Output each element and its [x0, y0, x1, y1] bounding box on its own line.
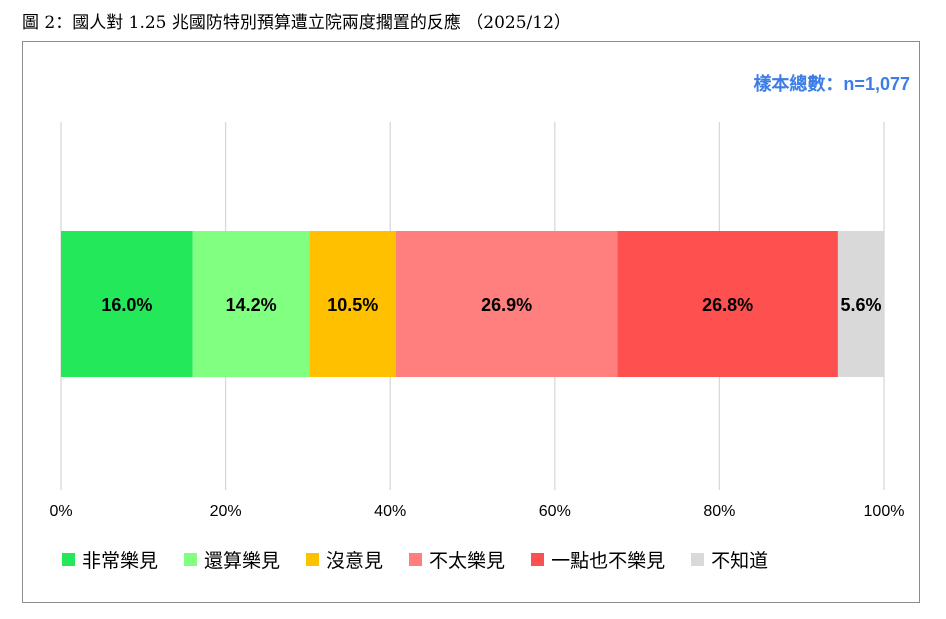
- x-tick-label: 20%: [210, 503, 242, 520]
- sample-size-label: 樣本總數：n=1,077: [753, 74, 910, 94]
- bar-data-label: 10.5%: [327, 295, 378, 315]
- legend-swatch: [531, 553, 545, 566]
- x-tick-label: 0%: [49, 503, 72, 520]
- legend-label: 不知道: [711, 550, 769, 572]
- legend-item: 不知道: [691, 546, 768, 573]
- x-tick-label: 100%: [864, 503, 905, 520]
- legend-item: 還算樂見: [184, 546, 280, 573]
- bar-data-label: 5.6%: [840, 295, 881, 315]
- bar-segment: [395, 231, 618, 377]
- legend-item: 沒意見: [306, 546, 383, 573]
- legend-swatch: [184, 553, 198, 566]
- legend-swatch: [306, 553, 320, 566]
- legend-swatch: [62, 553, 75, 566]
- x-tick-label: 60%: [539, 503, 571, 520]
- bar-data-label: 26.8%: [702, 295, 753, 315]
- legend-label: 不太樂見: [429, 550, 506, 572]
- bar-segment: [837, 231, 884, 377]
- legend-label: 還算樂見: [204, 550, 281, 572]
- legend-label: 非常樂見: [82, 550, 159, 572]
- legend-swatch: [409, 553, 423, 566]
- figure-caption: 圖 2：國人對 1.25 兆國防特別預算遭立院兩度擱置的反應 （2025/12）: [22, 13, 571, 33]
- bar-segment: [617, 231, 838, 377]
- legend-item: 一點也不樂見: [531, 546, 665, 573]
- legend-item: 不太樂見: [409, 546, 505, 573]
- chart-frame: [22, 41, 920, 603]
- bar-segment: [61, 231, 193, 377]
- legend-label: 一點也不樂見: [551, 550, 666, 572]
- legend-item: 非常樂見: [62, 546, 158, 573]
- bar-segment: [192, 231, 310, 377]
- bar-data-label: 26.9%: [481, 295, 532, 315]
- legend-label: 沒意見: [326, 550, 384, 572]
- legend-swatch: [691, 553, 705, 566]
- x-tick-label: 40%: [374, 503, 406, 520]
- x-tick-label: 80%: [703, 503, 735, 520]
- bar-data-label: 14.2%: [226, 295, 277, 315]
- bar-data-label: 16.0%: [101, 295, 152, 315]
- chart-legend: 非常樂見 還算樂見 沒意見 不太樂見 一點也不樂見 不知道: [62, 546, 908, 573]
- bar-segment: [309, 231, 396, 377]
